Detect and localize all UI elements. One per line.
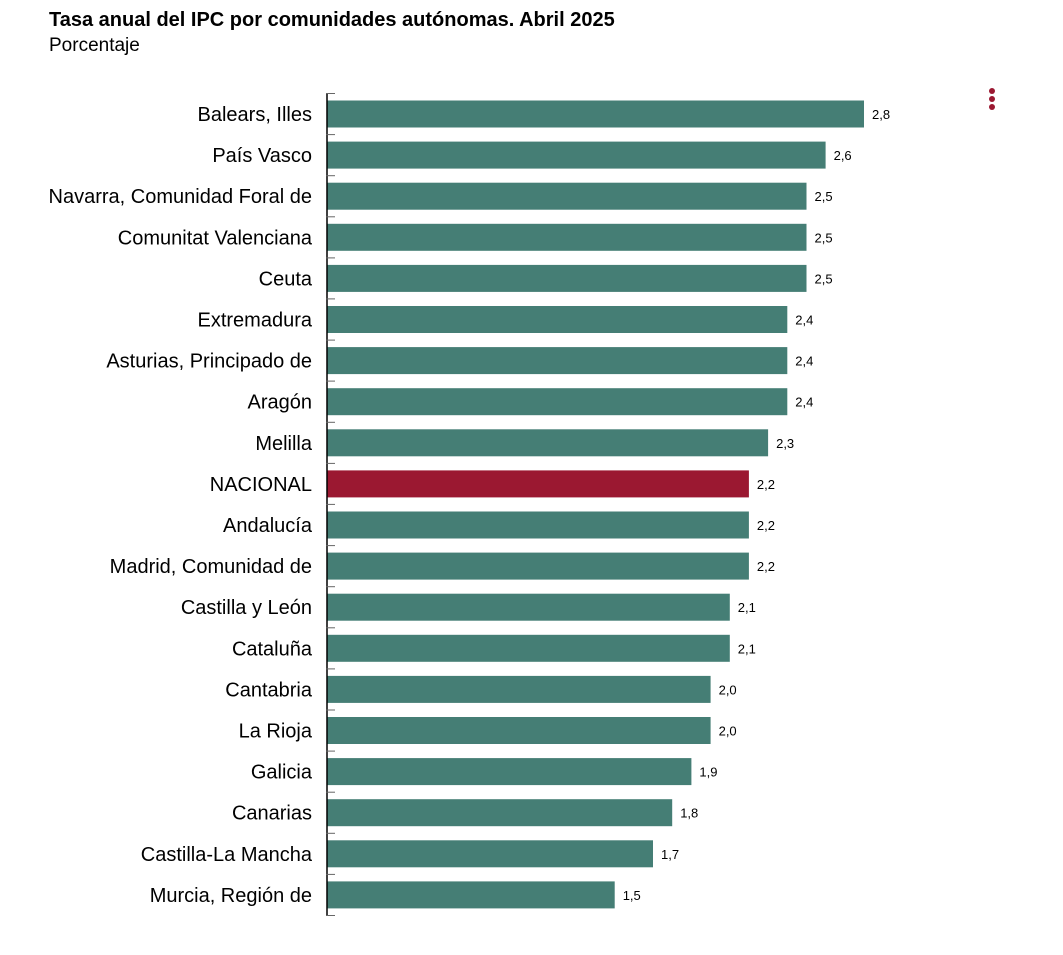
data-label: 2,2 — [757, 477, 775, 492]
data-label: 2,2 — [757, 559, 775, 574]
data-label: 1,8 — [680, 806, 698, 821]
bar[interactable] — [327, 840, 653, 868]
category-label: Cataluña — [232, 638, 313, 660]
category-label: País Vasco — [212, 145, 312, 167]
bar[interactable] — [327, 511, 749, 539]
bar[interactable] — [327, 306, 788, 333]
category-label: Castilla y León — [181, 597, 312, 619]
data-label: 2,5 — [815, 271, 833, 286]
chart-title: Tasa anual del IPC por comunidades autón… — [49, 9, 615, 31]
category-label: NACIONAL — [210, 474, 312, 496]
bar[interactable] — [327, 141, 826, 169]
value-labels-group: 2,8 2,6 2,5 2,5 2,5 2,4 2,4 2,4 2,3 2,2 2,2 2,2 2,1 2… — [623, 107, 890, 903]
bar[interactable] — [327, 347, 788, 375]
bar[interactable] — [327, 717, 711, 744]
chart-subtitle: Porcentaje — [49, 35, 140, 56]
bar[interactable] — [327, 881, 615, 909]
category-label: Andalucía — [223, 515, 313, 537]
data-label: 2,4 — [795, 354, 813, 369]
category-label: La Rioja — [239, 721, 313, 743]
bar[interactable] — [327, 593, 730, 621]
category-label: Asturias, Principado de — [106, 351, 312, 373]
category-label: Balears, Illes — [198, 104, 313, 126]
bar[interactable] — [327, 758, 692, 786]
category-label: Ceuta — [259, 268, 313, 290]
menu-dot — [989, 88, 995, 94]
category-label: Galicia — [251, 762, 313, 784]
bar[interactable] — [327, 675, 711, 703]
menu-dot — [989, 104, 995, 110]
bar[interactable] — [327, 799, 673, 827]
bars-group — [327, 100, 864, 909]
data-label: 1,5 — [623, 888, 641, 903]
bar[interactable] — [327, 264, 807, 292]
category-label: Melilla — [255, 433, 313, 455]
kebab-menu-icon[interactable] — [982, 86, 1002, 112]
data-label: 2,5 — [815, 230, 833, 245]
data-label: 2,6 — [834, 148, 852, 163]
bar[interactable] — [327, 429, 769, 457]
bar[interactable] — [327, 552, 749, 580]
category-label: Navarra, Comunidad Foral de — [49, 186, 312, 208]
category-label: Canarias — [232, 803, 312, 825]
data-label: 2,4 — [795, 395, 813, 410]
category-label: Madrid, Comunidad de — [110, 556, 312, 578]
data-label: 2,0 — [719, 724, 737, 739]
data-label: 2,4 — [795, 313, 813, 328]
data-label: 1,7 — [661, 847, 679, 862]
data-label: 1,9 — [699, 765, 717, 780]
y-axis-group — [326, 93, 335, 916]
category-label: Cantabria — [225, 679, 313, 701]
category-label: Extremadura — [198, 310, 313, 332]
data-label: 2,1 — [738, 600, 756, 615]
category-label: Comunitat Valenciana — [118, 227, 313, 249]
menu-dot — [989, 96, 995, 102]
bar[interactable] — [327, 388, 788, 416]
bar[interactable] — [327, 223, 807, 251]
bar[interactable] — [327, 470, 749, 498]
category-label: Murcia, Región de — [150, 885, 312, 907]
bar[interactable] — [327, 634, 730, 662]
data-label: 2,5 — [815, 189, 833, 204]
data-label: 2,3 — [776, 436, 794, 451]
bar[interactable] — [327, 182, 807, 210]
data-label: 2,0 — [719, 682, 737, 697]
category-label: Castilla-La Mancha — [141, 844, 313, 866]
data-label: 2,1 — [738, 641, 756, 656]
category-label: Aragón — [248, 392, 313, 414]
data-label: 2,2 — [757, 518, 775, 533]
bar[interactable] — [327, 100, 864, 128]
category-labels-group: Balears, Illes País Vasco Navarra, Comunid… — [49, 104, 313, 907]
data-label: 2,8 — [872, 107, 890, 122]
